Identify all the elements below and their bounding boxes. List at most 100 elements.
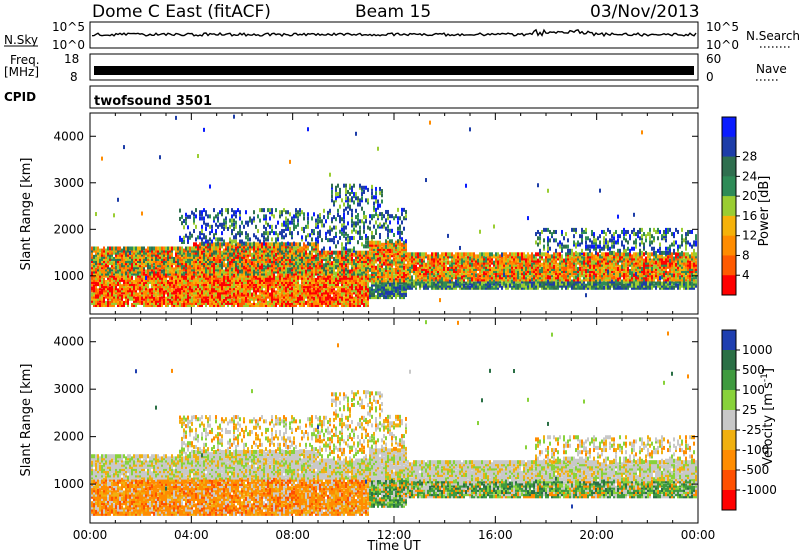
echo-cell [243, 265, 245, 270]
echo-cell [263, 263, 265, 268]
echo-cell [159, 292, 161, 297]
echo-cell [287, 261, 289, 266]
echo-cell [309, 261, 311, 266]
echo-cell [231, 284, 233, 289]
echo-cell [295, 288, 297, 293]
echo-cell [205, 298, 207, 303]
echo-cell [263, 269, 265, 274]
echo-cell [285, 242, 287, 247]
echo-cell [185, 284, 187, 289]
echo-cell [219, 275, 221, 280]
echo-cell [355, 303, 357, 308]
echo-cell [133, 254, 135, 259]
echo-cell [95, 282, 97, 287]
echo-cell [341, 254, 343, 259]
echo-cell [201, 296, 203, 301]
echo-cell [91, 250, 93, 255]
echo-cell [283, 248, 285, 253]
echo-cell [327, 261, 329, 266]
echo-cell [211, 298, 213, 303]
echo-cell [129, 251, 131, 256]
echo-cell [337, 252, 339, 257]
echo-cell [329, 294, 331, 299]
echo-cell [317, 218, 319, 223]
echo-cell [183, 225, 185, 230]
echo-cell [301, 250, 303, 255]
echo-cell [279, 286, 281, 291]
echo-cell [269, 269, 271, 274]
echo-cell [171, 300, 173, 305]
echo-cell [293, 254, 295, 259]
echo-cell [289, 296, 291, 301]
echo-cell [295, 298, 297, 303]
echo-cell [419, 258, 421, 263]
echo-cell [273, 275, 275, 280]
echo-cell [187, 246, 189, 251]
echo-cell [121, 300, 123, 305]
echo-cell [219, 303, 221, 308]
echo-cell [211, 250, 213, 255]
echo-cell [359, 279, 361, 284]
echo-cell [229, 250, 231, 255]
echo-cell [209, 271, 211, 276]
echo-cell [397, 246, 399, 251]
echo-cell [153, 256, 155, 261]
echo-cell [129, 261, 131, 266]
echo-cell [159, 303, 161, 308]
echo-cell [179, 263, 181, 268]
echo-cell [267, 246, 269, 251]
echo-cell [175, 261, 177, 266]
echo-cell [375, 272, 377, 277]
echo-cell [267, 235, 269, 240]
echo-cell [341, 269, 343, 274]
echo-cell [171, 272, 173, 277]
echo-cell [203, 259, 205, 264]
echo-cell [307, 271, 309, 276]
echo-cell [371, 251, 373, 256]
echo-cell [357, 240, 359, 245]
echo-cell [329, 259, 331, 264]
echo-cell [223, 239, 225, 244]
echo-cell [267, 300, 269, 305]
echo-cell [199, 292, 201, 297]
echo-cell [299, 269, 301, 274]
echo-cell [303, 250, 305, 255]
echo-cell [153, 300, 155, 305]
echo-cell [137, 271, 139, 276]
echo-cell [363, 303, 365, 308]
echo-cell [341, 259, 343, 264]
echo-cell [319, 261, 321, 266]
echo-cell [123, 256, 125, 261]
echo-cell [111, 256, 113, 261]
echo-cell [207, 300, 209, 305]
echo-cell [123, 300, 125, 305]
echo-cell [303, 275, 305, 280]
echo-cell [153, 271, 155, 276]
echo-cell [277, 271, 279, 276]
echo-cell [335, 279, 337, 284]
echo-cell [191, 265, 193, 270]
echo-cell [257, 286, 259, 291]
echo-cell [205, 250, 207, 255]
echo-cell [189, 252, 191, 257]
echo-cell [187, 252, 189, 257]
echo-cell [253, 275, 255, 280]
echo-cell [165, 259, 167, 264]
echo-cell [323, 254, 325, 259]
echo-cell [151, 273, 153, 278]
echo-cell [379, 212, 381, 217]
echo-cell [321, 298, 323, 303]
echo-cell [149, 288, 151, 293]
echo-cell [143, 277, 145, 282]
echo-cell [401, 293, 403, 298]
echo-cell [205, 303, 207, 308]
echo-cell [323, 252, 325, 257]
echo-cell [343, 265, 345, 270]
echo-cell [283, 246, 285, 251]
echo-cell [291, 263, 293, 268]
echo-cell [335, 296, 337, 301]
echo-cell [97, 256, 99, 261]
echo-cell [325, 303, 327, 308]
echo-cell [131, 261, 133, 266]
echo-cell [311, 269, 313, 274]
